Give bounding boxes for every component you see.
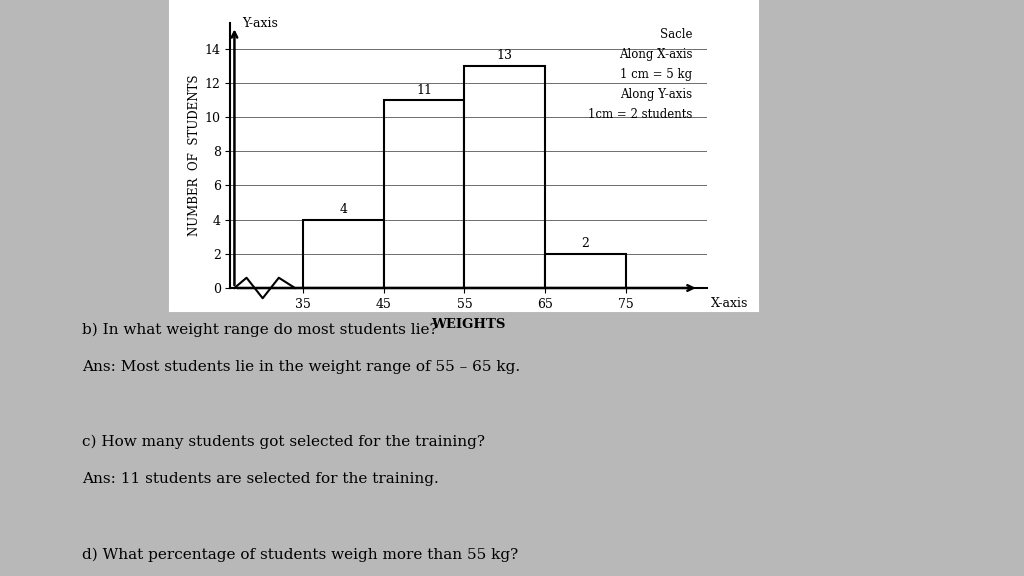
X-axis label: WEIGHTS: WEIGHTS [431,318,506,331]
Text: d) What percentage of students weigh more than 55 kg?: d) What percentage of students weigh mor… [82,547,518,562]
Text: 2: 2 [582,237,590,251]
Bar [545,254,626,288]
Text: Sacle
Along X-axis
1 cm = 5 kg
Along Y-axis
1cm = 2 students: Sacle Along X-axis 1 cm = 5 kg Along Y-a… [588,28,692,122]
Text: Y-axis: Y-axis [243,17,279,30]
Text: 13: 13 [497,50,513,62]
Text: 4: 4 [339,203,347,216]
Text: 11: 11 [416,84,432,97]
Y-axis label: NUMBER  OF  STUDENTS: NUMBER OF STUDENTS [187,75,201,236]
Text: b) In what weight range do most students lie?: b) In what weight range do most students… [82,323,437,337]
Text: Ans: Most students lie in the weight range of 55 – 65 kg.: Ans: Most students lie in the weight ran… [82,360,520,374]
Text: X-axis: X-axis [711,297,748,310]
Text: Ans: 11 students are selected for the training.: Ans: 11 students are selected for the tr… [82,472,438,486]
Bar [384,100,465,288]
Text: c) How many students got selected for the training?: c) How many students got selected for th… [82,435,485,449]
Bar [465,66,545,288]
Bar [303,219,384,288]
